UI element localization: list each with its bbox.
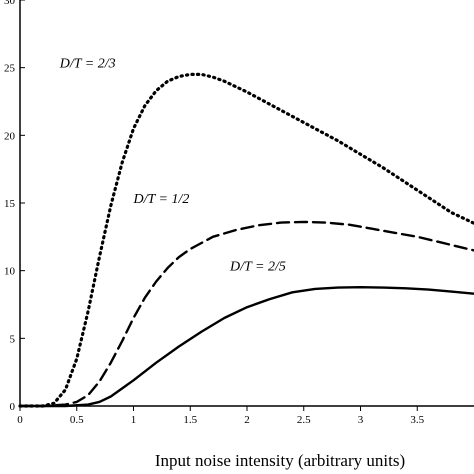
y-tick-label: 30 <box>4 0 16 7</box>
series-label-3: D/T = 2/5 <box>229 260 286 275</box>
y-tick-label: 10 <box>4 266 16 278</box>
y-tick-label: 5 <box>10 333 16 345</box>
series-layer <box>18 72 474 408</box>
series-line-2 <box>18 220 474 408</box>
x-tick-label: 0.5 <box>70 414 84 426</box>
x-axis-label: Input noise intensity (arbitrary units) <box>155 451 405 470</box>
series-line-3 <box>18 286 474 408</box>
y-tick-label: 15 <box>4 198 16 210</box>
x-tick-label: 3.5 <box>410 414 424 426</box>
x-tick-label: 2.5 <box>297 414 311 426</box>
y-tick-label: 0 <box>10 401 16 413</box>
series-label-1: D/T = 2/3 <box>59 57 116 72</box>
y-tick-label: 20 <box>4 130 16 142</box>
series-label-2: D/T = 1/2 <box>133 192 190 207</box>
annotation-layer: D/T = 2/3 D/T = 1/2 D/T = 2/5 <box>59 57 286 275</box>
x-tick-label: 2 <box>244 414 250 426</box>
series-line-1 <box>18 72 474 408</box>
ticks: 0 0.5 1 1.5 2 2.5 3 3.5 0 5 10 15 20 25 30 <box>4 0 425 426</box>
y-tick-label: 25 <box>4 63 16 75</box>
x-tick-label: 0 <box>17 414 23 426</box>
x-tick-label: 3 <box>358 414 364 426</box>
x-tick-label: 1.5 <box>183 414 197 426</box>
x-tick-label: 1 <box>131 414 137 426</box>
